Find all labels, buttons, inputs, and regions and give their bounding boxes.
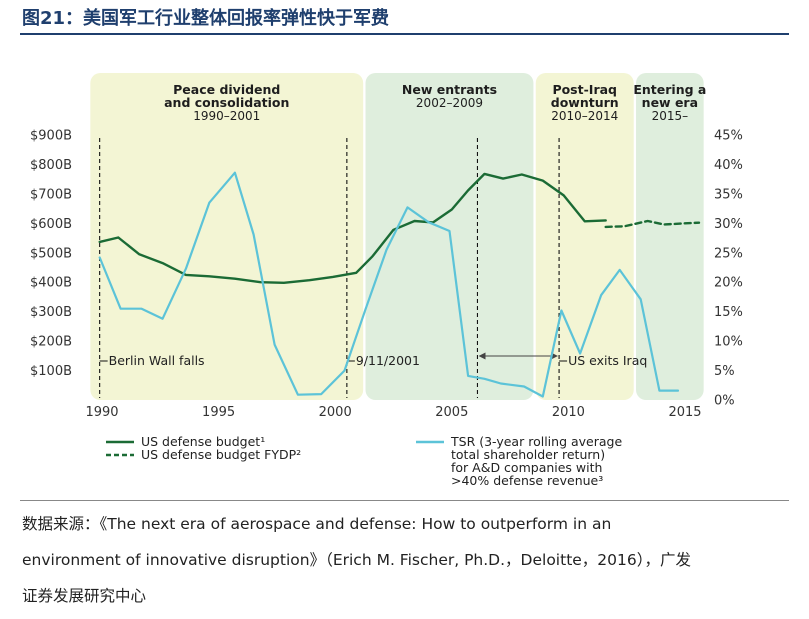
period-title: New entrants	[402, 82, 497, 97]
y-right-tick-label: 35%	[714, 187, 743, 202]
period-title: new era	[642, 95, 698, 110]
period-title: Post-Iraq	[552, 82, 617, 97]
period-years: 2010–2014	[551, 109, 618, 123]
y-left-tick-label: $100B	[30, 364, 72, 379]
y-left-tick-label: $600B	[30, 217, 72, 232]
legend-label: US defense budget¹	[141, 434, 265, 449]
legend-label: >40% defense revenue³	[451, 473, 603, 488]
period-years: 2002–2009	[416, 96, 483, 110]
period-panel	[90, 73, 364, 400]
period-years: 2015–	[652, 109, 689, 123]
period-panel	[636, 73, 704, 400]
legend-label: total shareholder return)	[451, 447, 605, 462]
y-right-tick-label: 25%	[714, 246, 743, 261]
period-title: downturn	[551, 95, 619, 110]
title-rule	[20, 33, 789, 35]
y-left-tick-label: $500B	[30, 246, 72, 261]
period-title: and consolidation	[164, 95, 289, 110]
legend-label: for A&D companies with	[451, 460, 602, 475]
y-right-tick-label: 15%	[714, 305, 743, 320]
legend-label: TSR (3-year rolling average	[450, 434, 622, 449]
series-line	[98, 172, 607, 284]
y-right-tick-label: 5%	[714, 364, 735, 379]
x-tick-label: 2005	[435, 405, 468, 420]
series-line	[604, 219, 701, 229]
y-right-tick-label: 30%	[714, 217, 743, 232]
y-right-tick-label: 40%	[714, 158, 743, 173]
y-right-tick-label: 45%	[714, 129, 743, 144]
period-title: Peace dividend	[173, 82, 280, 97]
y-left-tick-label: $800B	[30, 158, 72, 173]
x-tick-label: 2015	[668, 405, 701, 420]
event-label: 9/11/2001	[356, 353, 420, 368]
y-right-tick-label: 20%	[714, 276, 743, 291]
y-left-tick-label: $400B	[30, 276, 72, 291]
y-left-tick-label: $300B	[30, 305, 72, 320]
event-markers: Berlin Wall falls 9/11/2001 US exits Iraq	[99, 138, 647, 398]
y-left-tick-label: $900B	[30, 129, 72, 144]
x-tick-label: 2000	[319, 405, 352, 420]
y-left-tick-label: $700B	[30, 187, 72, 202]
source-line: 数据来源：《The next era of aerospace and defe…	[22, 515, 612, 533]
source-rule	[20, 500, 789, 501]
source-note: 数据来源：《The next era of aerospace and defe…	[22, 506, 782, 614]
source-line: 证券发展研究中心	[22, 587, 147, 605]
figure-title: 图21：美国军工行业整体回报率弹性快于军费	[22, 8, 390, 29]
axes: $100B $200B $300B $400B $500B $600B $700B $800B…	[30, 129, 743, 421]
source-line: environment of innovative disruption》（Er…	[22, 551, 691, 569]
y-right-tick-label: 0%	[714, 394, 735, 409]
legend-label: US defense budget FYDP²	[141, 447, 301, 462]
y-right-tick-label: 10%	[714, 335, 743, 350]
series-line	[98, 171, 680, 398]
period-title: Entering a	[633, 82, 706, 97]
event-label: US exits Iraq	[568, 353, 647, 368]
period-years: 1990–2001	[193, 109, 260, 123]
x-tick-label: 2010	[552, 405, 585, 420]
x-tick-label: 1995	[202, 405, 235, 420]
event-label: Berlin Wall falls	[109, 353, 205, 368]
y-left-tick-label: $200B	[30, 335, 72, 350]
series-lines	[98, 171, 701, 398]
x-tick-label: 1990	[85, 405, 118, 420]
